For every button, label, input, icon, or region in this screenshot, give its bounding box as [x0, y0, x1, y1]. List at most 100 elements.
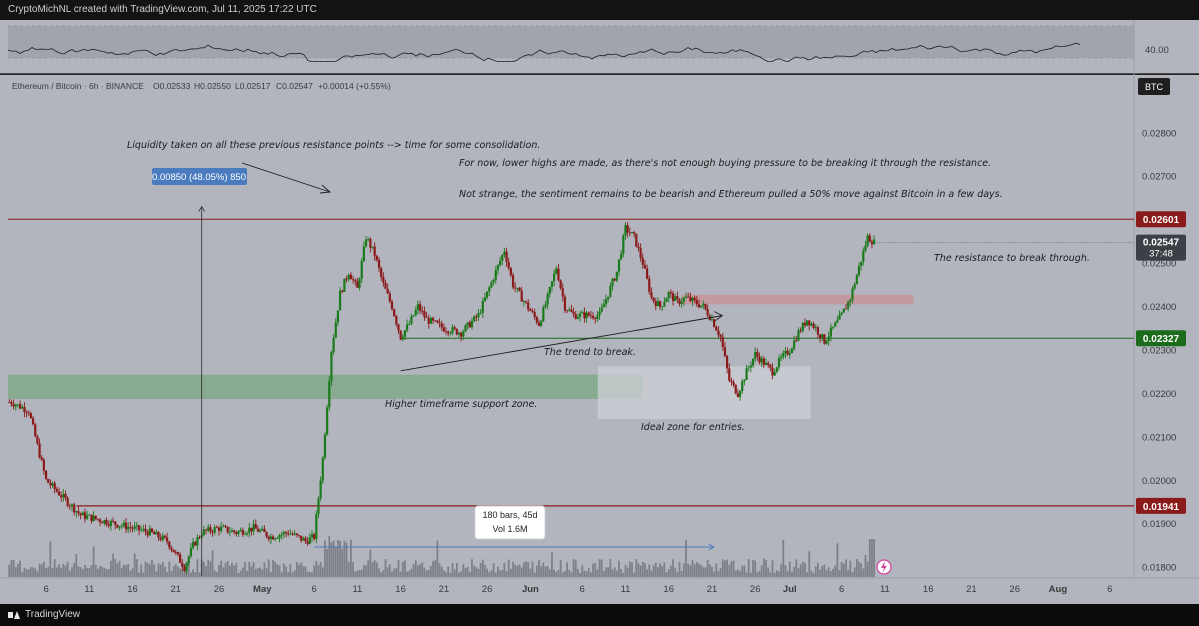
currency-badge-box[interactable]	[1138, 78, 1170, 95]
candle-body	[408, 323, 411, 325]
candle-body	[83, 512, 87, 519]
volume-bar	[369, 549, 372, 577]
volume-bar	[384, 559, 387, 577]
candle-body	[427, 317, 430, 324]
volume-bar	[868, 539, 871, 577]
candle-body	[202, 529, 205, 536]
candle-body	[626, 225, 629, 233]
candle-body	[81, 512, 84, 516]
volume-bar	[157, 563, 160, 577]
candle-body	[101, 522, 104, 524]
volume-bar	[695, 562, 698, 577]
candle-body	[371, 246, 374, 248]
volume-bar	[14, 567, 17, 577]
candle-body	[198, 537, 201, 538]
candle-body	[211, 531, 214, 533]
volume-bar	[832, 568, 834, 577]
candle-body	[633, 232, 636, 234]
time-tick-label: Jun	[522, 584, 539, 595]
candle-body	[282, 532, 285, 535]
volume-bar	[371, 562, 374, 577]
volume-bar	[421, 562, 424, 577]
volume-bar	[486, 568, 489, 577]
volume-bar	[140, 564, 143, 577]
annotation-liquidity: Liquidity taken on all these previous re…	[127, 140, 540, 151]
volume-bar	[509, 568, 512, 577]
volume-bar	[724, 560, 726, 577]
volume-bar	[657, 567, 659, 577]
annotation-sentiment: Not strange, the sentiment remains to be…	[459, 189, 1003, 200]
volume-bar	[499, 570, 501, 577]
candle-body	[760, 358, 763, 363]
volume-bar	[179, 568, 181, 577]
volume-bar	[522, 562, 525, 577]
candle-body	[163, 535, 167, 538]
volume-bar	[618, 560, 620, 577]
volume-bar	[404, 560, 406, 577]
volume-bar	[8, 564, 11, 577]
volume-bar	[845, 559, 847, 577]
volume-bar	[445, 572, 447, 577]
currency-badge[interactable]: BTC	[1145, 82, 1164, 92]
candle-body	[109, 520, 113, 526]
volume-bar	[222, 567, 225, 577]
candle-body	[150, 528, 154, 533]
volume-bar	[360, 569, 363, 577]
candle-body	[553, 273, 556, 282]
volume-bar	[540, 566, 543, 577]
volume-bar	[585, 571, 588, 577]
candle-body	[295, 533, 298, 535]
chart[interactable]: 40.00 0.00850 (48.05%) 850 180 bars, 45d…	[0, 0, 1199, 604]
volume-bar	[758, 570, 761, 577]
candle-body	[780, 356, 783, 359]
time-tick-label: 26	[750, 584, 761, 595]
time-tick-label: 11	[352, 584, 362, 595]
time-tick-label: 16	[923, 584, 934, 595]
time-tick-label: 6	[311, 584, 316, 595]
candle-body	[351, 279, 355, 281]
candle-body	[700, 305, 703, 308]
candle-body	[410, 316, 413, 324]
volume-bar	[864, 555, 867, 577]
volume-bar	[672, 559, 674, 577]
candle-body	[516, 287, 519, 289]
candle-body	[836, 319, 839, 323]
volume-bar	[92, 546, 95, 577]
candle-body	[589, 315, 592, 317]
candle-body	[793, 340, 796, 349]
candle-body	[620, 253, 623, 260]
volume-bar	[166, 571, 169, 577]
candle-body	[682, 297, 685, 302]
candle-body	[604, 299, 608, 305]
candle-body	[90, 514, 93, 521]
candle-body	[137, 525, 141, 531]
volume-bar	[254, 568, 257, 577]
candle-body	[559, 280, 562, 289]
volume-bar	[639, 565, 642, 577]
time-tick-label: 26	[1009, 584, 1020, 595]
volume-bar	[514, 565, 517, 577]
candle-body	[388, 293, 391, 302]
tradingview-logo[interactable]: TradingView	[8, 604, 80, 626]
candle-body	[375, 255, 378, 260]
volume-bar	[594, 562, 597, 577]
volume-bar	[741, 565, 744, 577]
volume-bar	[760, 565, 763, 577]
candle-body	[191, 541, 195, 548]
candle-body	[254, 524, 257, 529]
volume-bar	[795, 559, 798, 577]
volume-bar	[211, 549, 214, 577]
volume-bar	[17, 563, 19, 577]
candle-body	[745, 368, 748, 380]
candle-body	[481, 300, 484, 313]
volume-bar	[838, 570, 841, 577]
candle-body	[715, 326, 718, 331]
main-pane	[0, 75, 1199, 604]
volume-bar	[583, 570, 586, 577]
candle-body	[230, 530, 234, 532]
candle-body	[529, 309, 532, 311]
volume-bar	[97, 568, 99, 577]
candle-body	[857, 266, 861, 276]
volume-bar	[847, 570, 850, 577]
candle-body	[68, 505, 71, 507]
